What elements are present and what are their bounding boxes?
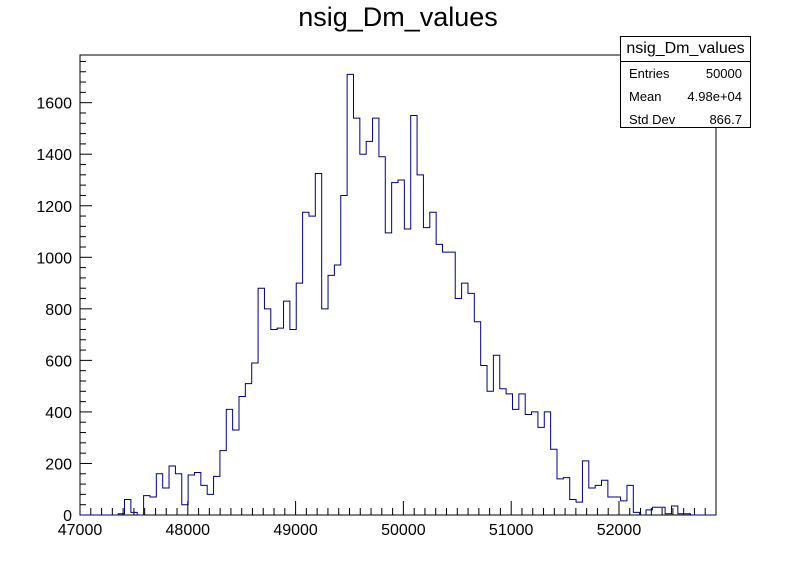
- stats-value: 866.7: [709, 112, 742, 127]
- stats-row-stddev: Std Dev 866.7: [621, 108, 750, 131]
- chart-title: nsig_Dm_values: [298, 2, 498, 32]
- x-tick-label: 48000: [166, 522, 211, 539]
- y-tick-label: 200: [45, 456, 72, 473]
- y-axis: 0 200 400 600 800 1000 1200 1400 1600: [36, 60, 92, 525]
- x-axis: 47000 48000 49000 50000 51000 52000: [58, 501, 717, 539]
- x-tick-label: 50000: [381, 522, 426, 539]
- y-tick-label: 800: [45, 302, 72, 319]
- stats-value: 50000: [705, 66, 742, 81]
- stats-box: nsig_Dm_values Entries 50000 Mean 4.98e+…: [620, 36, 751, 128]
- x-tick-label: 51000: [489, 522, 534, 539]
- histogram-series-line: [80, 73, 716, 516]
- x-tick-label: 47000: [58, 522, 103, 539]
- x-tick-label: 49000: [273, 522, 318, 539]
- stats-label: Mean: [629, 89, 662, 104]
- y-tick-label: 600: [45, 353, 72, 370]
- y-tick-label: 1200: [36, 199, 72, 216]
- stats-row-entries: Entries 50000: [621, 62, 750, 85]
- stats-label: Std Dev: [629, 112, 676, 127]
- stats-title: nsig_Dm_values: [621, 37, 750, 62]
- stats-row-mean: Mean 4.98e+04: [621, 85, 750, 108]
- y-tick-label: 1600: [36, 96, 72, 113]
- stats-label: Entries: [629, 66, 670, 81]
- y-tick-label: 1400: [36, 147, 72, 164]
- y-tick-label: 400: [45, 405, 72, 422]
- plot-frame: [79, 54, 717, 516]
- y-tick-label: 0: [63, 508, 72, 525]
- stats-value: 4.98e+04: [687, 89, 742, 104]
- x-tick-label: 52000: [597, 522, 642, 539]
- y-tick-label: 1000: [36, 250, 72, 267]
